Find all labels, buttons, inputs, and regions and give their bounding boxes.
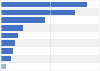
Bar [1, 25, 23, 31]
Bar [1, 17, 45, 23]
Bar [1, 16, 99, 24]
Bar [1, 48, 13, 54]
Bar [1, 8, 99, 16]
Bar [1, 47, 99, 55]
Bar [1, 1, 99, 8]
Bar [1, 32, 99, 39]
Bar [1, 24, 99, 32]
Bar [1, 10, 74, 15]
Bar [1, 33, 18, 38]
Bar [1, 64, 6, 69]
Bar [1, 55, 99, 63]
Bar [1, 40, 15, 46]
Bar [1, 63, 99, 70]
Bar [1, 2, 87, 7]
Bar [1, 39, 99, 47]
Bar [1, 56, 11, 61]
